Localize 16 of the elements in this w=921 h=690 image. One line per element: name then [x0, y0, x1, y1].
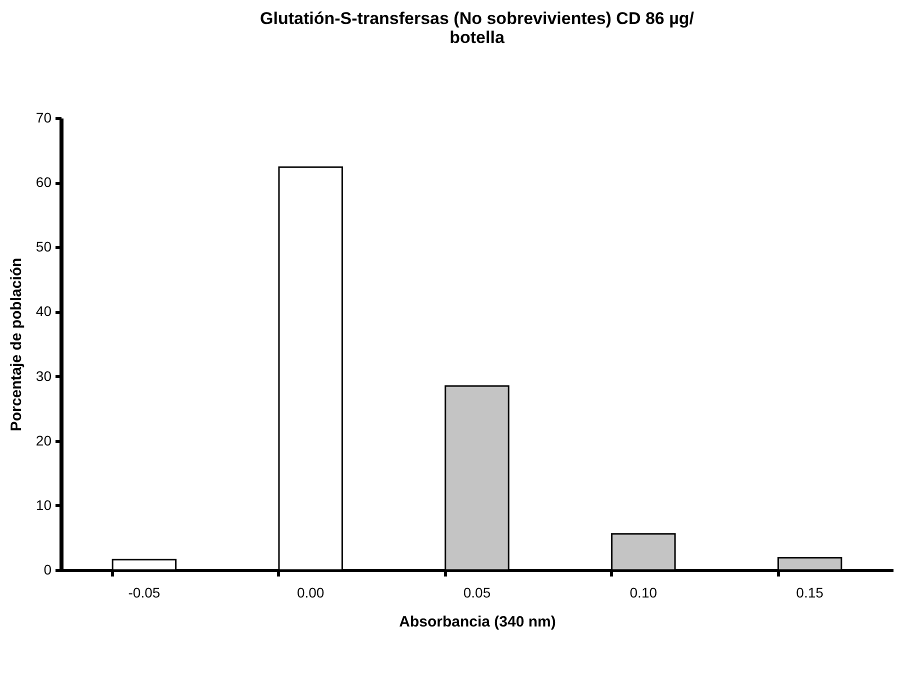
x-axis-title: Absorbancia (340 nm): [399, 614, 556, 630]
y-tick-label: 60: [36, 174, 52, 190]
y-axis-title: Porcentaje de población: [8, 258, 25, 432]
y-tick-label: 0: [44, 562, 52, 578]
x-tick-label: -0.05: [128, 584, 160, 600]
x-tick-label: 0.00: [296, 584, 324, 600]
y-tick-label: 70: [36, 110, 52, 126]
y-tick-label: 20: [36, 432, 52, 448]
x-tick-label: 0.05: [463, 584, 491, 600]
x-tick-label: 0.15: [796, 584, 824, 600]
y-tick-label: 30: [36, 368, 52, 384]
x-tick-label: 0.10: [630, 584, 658, 600]
y-tick-label: 10: [36, 496, 52, 513]
chart-title: Glutatión-S-transfersas (No sobrevivientes) CD 86 µg/ botella: [260, 9, 694, 47]
y-tick-label: 50: [36, 238, 52, 255]
y-tick-label: 40: [36, 303, 52, 320]
